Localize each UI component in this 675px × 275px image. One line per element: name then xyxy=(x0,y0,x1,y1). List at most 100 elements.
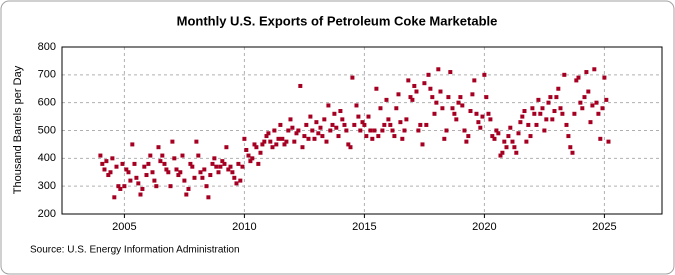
point xyxy=(332,111,337,116)
point xyxy=(260,142,265,147)
point xyxy=(248,159,253,164)
point xyxy=(502,139,507,144)
point xyxy=(406,78,411,83)
point xyxy=(542,128,547,133)
point xyxy=(196,153,201,158)
point xyxy=(278,122,283,127)
point xyxy=(532,111,537,116)
point xyxy=(146,161,151,166)
point xyxy=(344,128,349,133)
point xyxy=(274,142,279,147)
point xyxy=(444,128,449,133)
point xyxy=(280,136,285,141)
point xyxy=(552,109,557,114)
point xyxy=(438,89,443,94)
point xyxy=(216,170,221,175)
point xyxy=(496,131,501,136)
point xyxy=(316,131,321,136)
point xyxy=(588,120,593,125)
point xyxy=(296,128,301,133)
point xyxy=(550,117,555,122)
point xyxy=(568,145,573,150)
point xyxy=(154,184,159,189)
point xyxy=(530,106,535,111)
point xyxy=(314,120,319,125)
point xyxy=(428,86,433,91)
point xyxy=(178,170,183,175)
point xyxy=(284,139,289,144)
point xyxy=(516,131,521,136)
point xyxy=(528,134,533,139)
point xyxy=(586,89,591,94)
point xyxy=(366,114,371,119)
x-tick-label: 2005 xyxy=(112,221,136,233)
x-tick-label: 2010 xyxy=(232,221,256,233)
point xyxy=(162,161,167,166)
point xyxy=(472,78,477,83)
point xyxy=(604,97,609,102)
point xyxy=(192,175,197,180)
point xyxy=(212,156,217,161)
point xyxy=(540,106,545,111)
point xyxy=(436,67,441,72)
point xyxy=(504,145,509,150)
point xyxy=(150,170,155,175)
point xyxy=(556,86,561,91)
point xyxy=(240,164,245,169)
point xyxy=(334,125,339,130)
chart-title: Monthly U.S. Exports of Petroleum Coke M… xyxy=(177,13,498,28)
point xyxy=(338,109,343,114)
point xyxy=(372,128,377,133)
point xyxy=(476,120,481,125)
point xyxy=(194,139,199,144)
point xyxy=(148,153,153,158)
point xyxy=(400,136,405,141)
point xyxy=(170,139,175,144)
point xyxy=(382,122,387,127)
y-tick-label: 800 xyxy=(38,41,56,53)
point xyxy=(172,156,177,161)
point xyxy=(394,106,399,111)
point xyxy=(356,114,361,119)
point xyxy=(266,131,271,136)
y-tick-label: 400 xyxy=(38,152,56,164)
y-tick-label: 200 xyxy=(38,208,56,220)
point xyxy=(548,95,553,100)
point xyxy=(364,134,369,139)
point xyxy=(244,147,249,152)
point xyxy=(160,153,165,158)
y-tick-label: 700 xyxy=(38,69,56,81)
point xyxy=(224,145,229,150)
point xyxy=(416,128,421,133)
point xyxy=(582,95,587,100)
point xyxy=(390,128,395,133)
point xyxy=(122,184,127,189)
point xyxy=(322,117,327,122)
point xyxy=(544,117,549,122)
y-tick-label: 500 xyxy=(38,124,56,136)
point xyxy=(460,103,465,108)
point xyxy=(418,122,423,127)
x-tick-label: 2025 xyxy=(592,221,616,233)
point xyxy=(482,72,487,77)
point xyxy=(256,161,261,166)
point xyxy=(420,142,425,147)
point xyxy=(404,117,409,122)
point xyxy=(562,72,567,77)
point xyxy=(100,161,105,166)
point xyxy=(190,164,195,169)
point xyxy=(298,83,303,88)
point xyxy=(514,150,519,155)
point xyxy=(374,86,379,91)
point xyxy=(534,122,539,127)
point xyxy=(388,122,393,127)
point xyxy=(464,139,469,144)
point xyxy=(600,106,605,111)
point xyxy=(512,145,517,150)
point xyxy=(206,195,211,200)
point xyxy=(328,128,333,133)
point xyxy=(234,181,239,186)
point xyxy=(186,186,191,191)
point xyxy=(566,134,571,139)
point xyxy=(144,173,149,178)
